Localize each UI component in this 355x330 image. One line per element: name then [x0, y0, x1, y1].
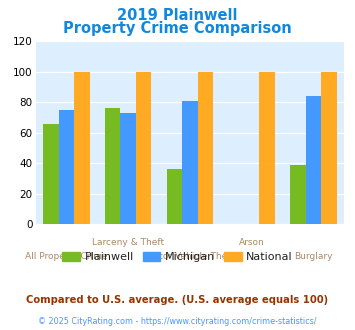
Bar	[306, 96, 321, 224]
Bar	[105, 108, 120, 224]
Text: Compared to U.S. average. (U.S. average equals 100): Compared to U.S. average. (U.S. average …	[26, 295, 329, 305]
Bar	[74, 72, 89, 224]
Bar	[43, 124, 59, 224]
Bar	[198, 72, 213, 224]
Legend: Plainwell, Michigan, National: Plainwell, Michigan, National	[58, 248, 297, 267]
Bar	[260, 72, 275, 224]
Bar	[59, 110, 74, 224]
Bar	[321, 72, 337, 224]
Bar	[290, 165, 306, 224]
Bar	[182, 101, 198, 224]
Text: Arson: Arson	[239, 238, 264, 247]
Text: All Property Crime: All Property Crime	[25, 252, 108, 261]
Text: Motor Vehicle Theft: Motor Vehicle Theft	[146, 252, 234, 261]
Text: Property Crime Comparison: Property Crime Comparison	[63, 21, 292, 36]
Text: © 2025 CityRating.com - https://www.cityrating.com/crime-statistics/: © 2025 CityRating.com - https://www.city…	[38, 317, 317, 326]
Text: 2019 Plainwell: 2019 Plainwell	[117, 8, 238, 23]
Bar	[136, 72, 151, 224]
Text: Burglary: Burglary	[294, 252, 333, 261]
Bar	[120, 113, 136, 224]
Text: Larceny & Theft: Larceny & Theft	[92, 238, 164, 247]
Bar	[167, 170, 182, 224]
